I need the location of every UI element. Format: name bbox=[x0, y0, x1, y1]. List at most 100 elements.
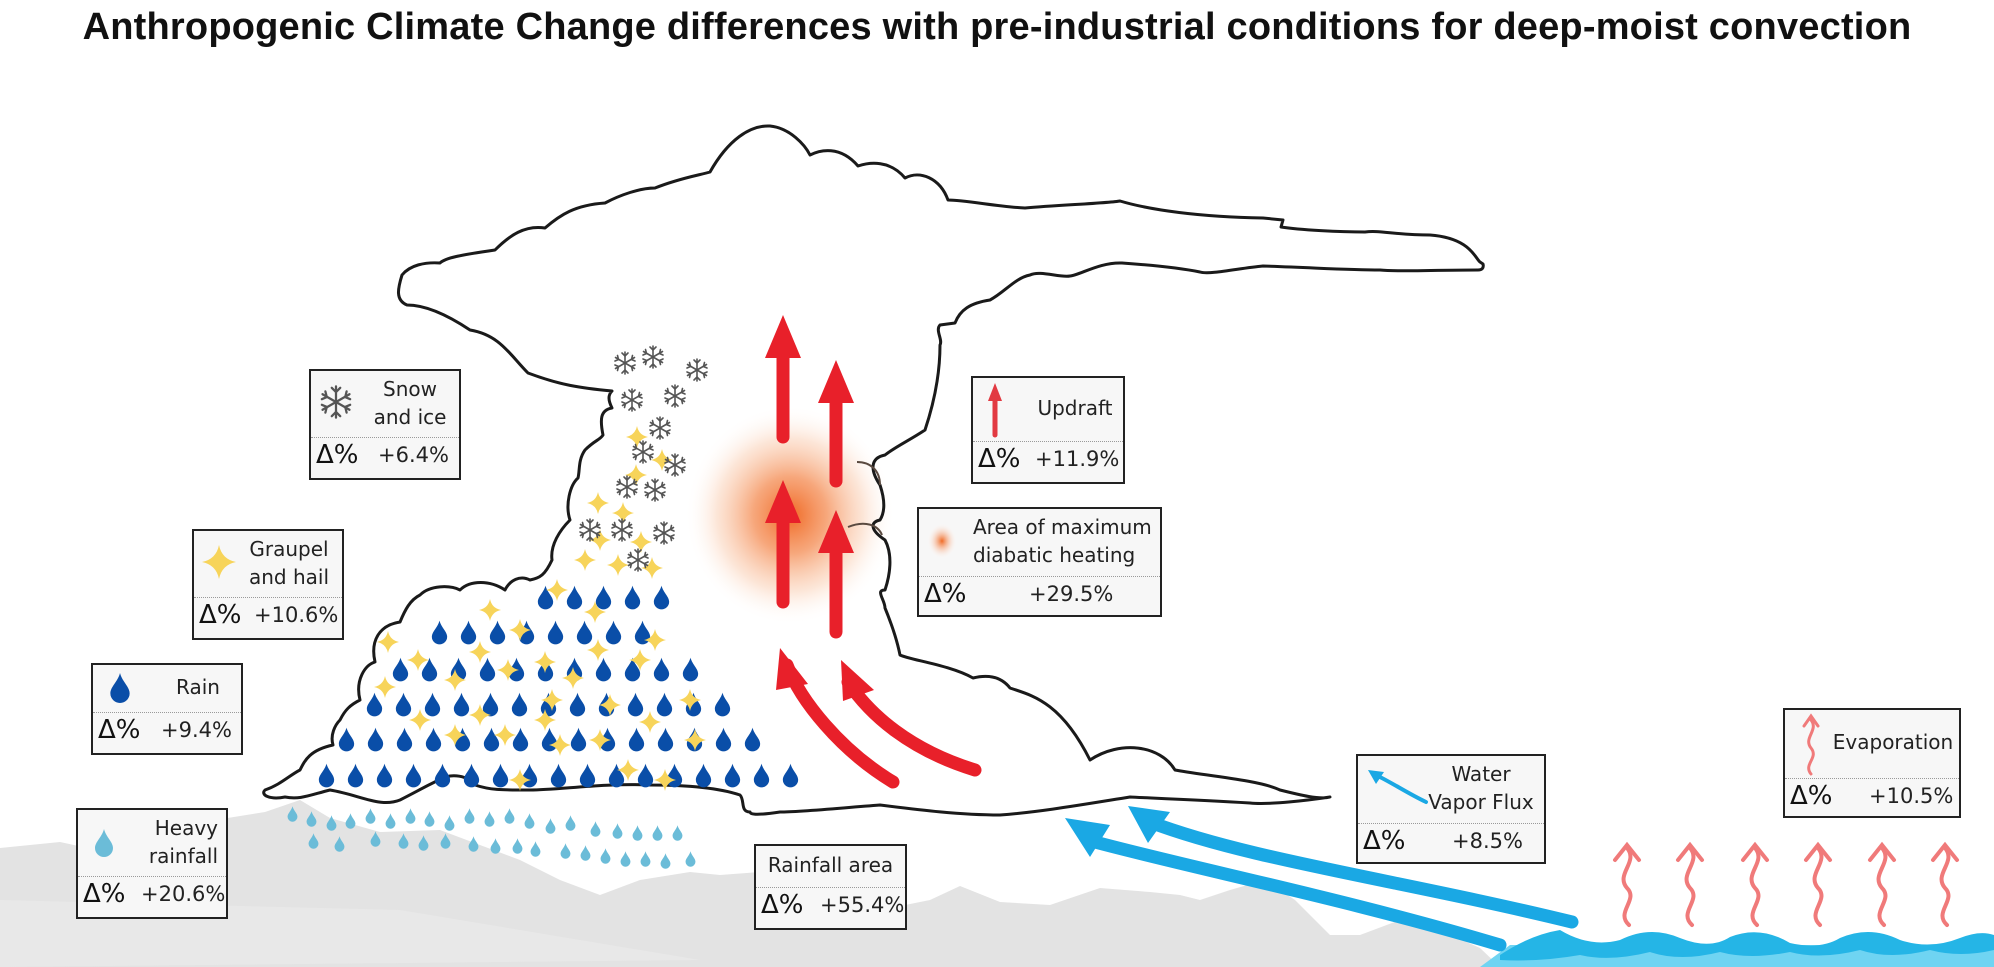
delta-symbol: Δ% bbox=[924, 579, 967, 609]
heavy-raindrop bbox=[512, 838, 523, 854]
snowflake bbox=[644, 478, 666, 502]
heavy-raindrop bbox=[385, 813, 396, 829]
raindrop bbox=[682, 657, 699, 682]
delta-symbol: Δ% bbox=[1790, 781, 1833, 811]
raindrop bbox=[479, 657, 496, 682]
graupel-star bbox=[587, 492, 609, 514]
graupel-star bbox=[612, 502, 634, 524]
snowflake bbox=[642, 345, 664, 369]
graupel-star bbox=[374, 676, 396, 698]
raindrop bbox=[460, 620, 477, 645]
raindrop-icon bbox=[110, 673, 130, 703]
raindrop bbox=[492, 763, 509, 788]
light-raindrop-icon bbox=[95, 829, 113, 857]
evaporation-arrow bbox=[1613, 841, 1641, 927]
raindrop bbox=[395, 692, 412, 717]
legend-snow-ice: Snow and ice Δ% +6.4% bbox=[309, 369, 461, 480]
legend-label: Rainfall area bbox=[767, 853, 894, 877]
wavy-arrow-icon bbox=[1802, 713, 1820, 776]
graupel-star bbox=[639, 711, 661, 733]
delta-value: +11.9% bbox=[1035, 447, 1120, 471]
raindrop bbox=[511, 692, 528, 717]
raindrop bbox=[431, 620, 448, 645]
blue-curved-arrow-icon bbox=[1368, 770, 1428, 804]
red-up-arrow-icon bbox=[988, 383, 1002, 438]
delta-value: +10.6% bbox=[254, 603, 339, 627]
raindrop bbox=[463, 763, 480, 788]
heavy-raindrop bbox=[490, 838, 501, 854]
raindrop bbox=[637, 763, 654, 788]
evaporation-arrow bbox=[1868, 841, 1896, 927]
legend-label: Water Vapor Flux bbox=[1428, 762, 1534, 814]
delta-value: +29.5% bbox=[1029, 582, 1114, 606]
graupel-star bbox=[587, 639, 609, 661]
raindrop bbox=[595, 657, 612, 682]
legend-label: Rain bbox=[176, 675, 220, 699]
cloud-puff-lines bbox=[847, 461, 883, 536]
delta-symbol: Δ% bbox=[761, 890, 804, 920]
legend-rain: Rain Δ% +9.4% bbox=[91, 663, 243, 755]
cumulonimbus-cloud-outline bbox=[262, 124, 1485, 817]
graupel-star bbox=[626, 426, 648, 448]
legend-diabatic-heating: Area of maximum diabatic heating Δ% +29.… bbox=[917, 507, 1162, 617]
raindrop bbox=[753, 763, 770, 788]
snowflake bbox=[632, 440, 654, 464]
raindrop bbox=[318, 763, 335, 788]
heavy-raindrop bbox=[464, 808, 475, 824]
snowflake bbox=[621, 388, 643, 412]
legend-label: Graupel and hail bbox=[248, 537, 330, 589]
vapor-flux-arrow-upper bbox=[1143, 815, 1579, 929]
water-waves bbox=[1500, 930, 1994, 961]
legend-updraft: Updraft Δ% +11.9% bbox=[971, 376, 1125, 484]
delta-symbol: Δ% bbox=[978, 444, 1021, 474]
snowflake bbox=[611, 518, 633, 542]
diagram-title: Anthropogenic Climate Change differences… bbox=[82, 6, 1912, 48]
raindrop bbox=[392, 657, 409, 682]
raindrop bbox=[579, 763, 596, 788]
heavy-raindrop bbox=[524, 813, 535, 829]
evaporation-arrow bbox=[1804, 841, 1832, 927]
delta-value: +8.5% bbox=[1452, 829, 1523, 853]
raindrop bbox=[338, 727, 355, 752]
heavy-raindrop bbox=[632, 825, 643, 841]
raindrop bbox=[724, 763, 741, 788]
heavy-raindrop bbox=[565, 815, 576, 831]
graupel-star bbox=[607, 554, 629, 576]
raindrop bbox=[715, 727, 732, 752]
raindrop bbox=[547, 620, 564, 645]
heat-blob-icon bbox=[927, 523, 957, 559]
delta-value: +10.5% bbox=[1869, 784, 1954, 808]
snowflake bbox=[627, 548, 649, 572]
legend-evaporation: Evaporation Δ% +10.5% bbox=[1783, 708, 1961, 818]
raindrop bbox=[714, 692, 731, 717]
heavy-raindrop bbox=[405, 808, 416, 824]
graupel-star bbox=[574, 549, 596, 571]
heavy-raindrop bbox=[424, 811, 435, 827]
raindrop bbox=[434, 763, 451, 788]
raindrop bbox=[521, 763, 538, 788]
graupel-star-icon bbox=[202, 545, 236, 579]
snowflake bbox=[664, 453, 686, 477]
vapor-flux-arrow-lower bbox=[1088, 835, 1507, 952]
snowflake bbox=[649, 416, 671, 440]
legend-water-vapor-flux: Water Vapor Flux Δ% +8.5% bbox=[1356, 754, 1546, 864]
snowflake bbox=[579, 518, 601, 542]
raindrop bbox=[576, 620, 593, 645]
delta-value: +20.6% bbox=[141, 882, 226, 906]
heavy-raindrop bbox=[444, 815, 455, 831]
legend-label: Updraft bbox=[1037, 396, 1113, 420]
heavy-raindrop bbox=[590, 821, 601, 837]
heavy-raindrop bbox=[660, 853, 671, 869]
delta-symbol: Δ% bbox=[1363, 826, 1406, 856]
legend-label: Evaporation bbox=[1832, 730, 1954, 754]
snowflake bbox=[616, 475, 638, 499]
heavy-raindrop bbox=[640, 851, 651, 867]
legend-label: Heavy rainfall bbox=[148, 816, 218, 868]
heavy-raindrop bbox=[612, 823, 623, 839]
heavy-raindrop bbox=[545, 818, 556, 834]
heavy-raindrop bbox=[620, 851, 631, 867]
raindrop bbox=[570, 727, 587, 752]
legend-label: Area of maximum diabatic heating bbox=[973, 515, 1152, 567]
raindrop bbox=[489, 620, 506, 645]
